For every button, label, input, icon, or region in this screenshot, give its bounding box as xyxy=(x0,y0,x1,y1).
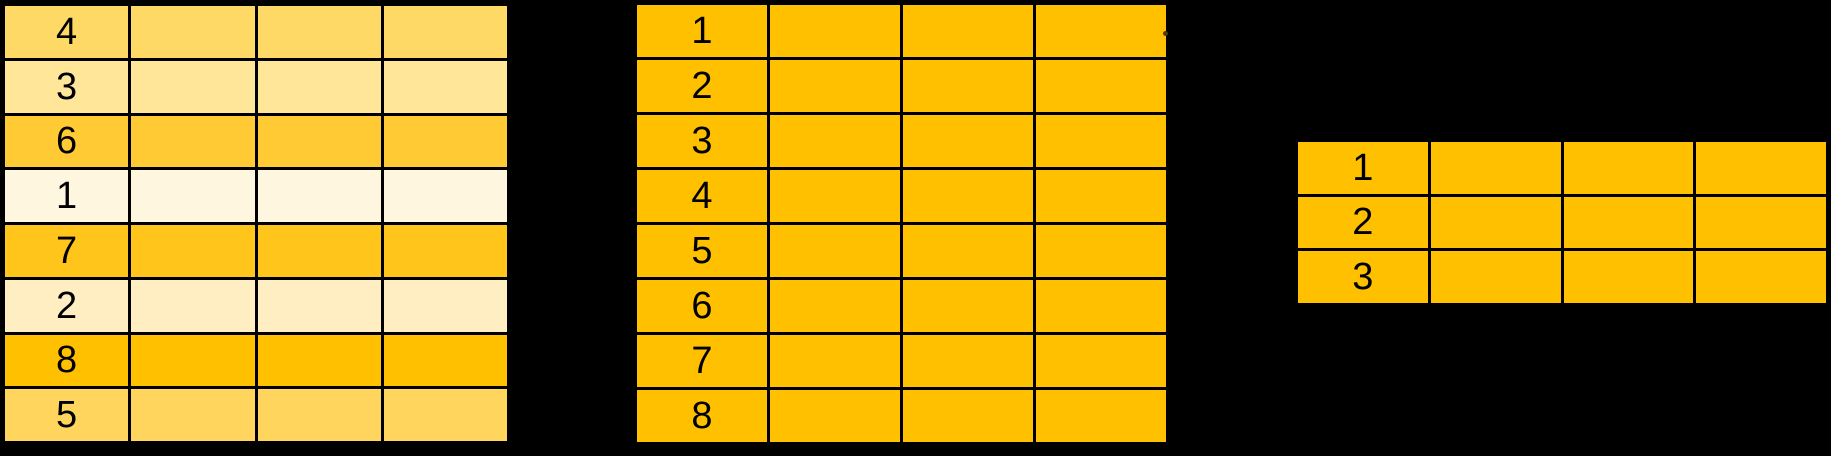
key-cell: 8 xyxy=(5,334,129,387)
empty-cell xyxy=(131,334,255,387)
empty-cell xyxy=(131,6,255,58)
small-sorted-keys-table: 1 2 3 xyxy=(1298,142,1826,303)
empty-cell xyxy=(1430,142,1561,194)
empty-cell xyxy=(770,390,900,442)
key-cell: 6 xyxy=(5,115,129,168)
empty-cell xyxy=(903,5,1033,57)
empty-cell xyxy=(1696,251,1826,303)
key-cell: 5 xyxy=(637,225,767,277)
empty-cell xyxy=(383,279,507,332)
key-cell: 1 xyxy=(1298,142,1428,194)
empty-cell xyxy=(257,334,381,387)
empty-cell xyxy=(1036,60,1166,112)
empty-cell xyxy=(903,170,1033,222)
empty-cell xyxy=(1036,225,1166,277)
empty-cell xyxy=(770,115,900,167)
empty-cell xyxy=(770,60,900,112)
empty-cell xyxy=(770,5,900,57)
empty-cell xyxy=(1036,335,1166,387)
empty-cell xyxy=(903,335,1033,387)
empty-cell xyxy=(257,225,381,277)
key-cell: 8 xyxy=(637,390,767,442)
empty-cell xyxy=(131,170,255,222)
empty-cell xyxy=(1036,280,1166,332)
empty-cell xyxy=(903,225,1033,277)
key-cell: 2 xyxy=(637,60,767,112)
empty-cell xyxy=(1430,251,1561,303)
key-cell: 2 xyxy=(1298,196,1428,249)
empty-cell xyxy=(903,390,1033,442)
empty-cell xyxy=(1036,170,1166,222)
empty-cell xyxy=(1036,390,1166,442)
empty-cell xyxy=(903,280,1033,332)
empty-cell xyxy=(257,389,381,441)
stray-mark-dot xyxy=(1163,31,1168,36)
empty-cell xyxy=(257,279,381,332)
empty-cell xyxy=(1430,196,1561,249)
empty-cell xyxy=(257,6,381,58)
empty-cell xyxy=(131,60,255,113)
empty-cell xyxy=(1563,142,1694,194)
key-cell: 7 xyxy=(5,225,129,277)
key-cell: 7 xyxy=(637,335,767,387)
empty-cell xyxy=(383,60,507,113)
key-cell: 1 xyxy=(5,170,129,222)
key-cell: 4 xyxy=(5,6,129,58)
empty-cell xyxy=(903,115,1033,167)
empty-cell xyxy=(383,334,507,387)
empty-cell xyxy=(770,335,900,387)
empty-cell xyxy=(131,389,255,441)
key-cell: 6 xyxy=(637,280,767,332)
key-cell: 3 xyxy=(5,60,129,113)
empty-cell xyxy=(1696,196,1826,249)
unsorted-keys-table: 4 3 6 1 7 2 8 5 xyxy=(5,6,507,441)
key-cell: 3 xyxy=(1298,251,1428,303)
key-cell: 4 xyxy=(637,170,767,222)
empty-cell xyxy=(383,170,507,222)
empty-cell xyxy=(383,6,507,58)
key-cell: 1 xyxy=(637,5,767,57)
sorted-keys-table: 1 2 3 4 5 6 7 8 xyxy=(637,5,1166,442)
empty-cell xyxy=(131,279,255,332)
empty-cell xyxy=(257,170,381,222)
key-cell: 3 xyxy=(637,115,767,167)
empty-cell xyxy=(257,115,381,168)
empty-cell xyxy=(131,115,255,168)
empty-cell xyxy=(1563,251,1694,303)
empty-cell xyxy=(1696,142,1826,194)
empty-cell xyxy=(770,170,900,222)
empty-cell xyxy=(903,60,1033,112)
key-cell: 2 xyxy=(5,279,129,332)
empty-cell xyxy=(770,225,900,277)
empty-cell xyxy=(1563,196,1694,249)
empty-cell xyxy=(1036,115,1166,167)
empty-cell xyxy=(383,389,507,441)
empty-cell xyxy=(257,60,381,113)
empty-cell xyxy=(383,115,507,168)
empty-cell xyxy=(131,225,255,277)
empty-cell xyxy=(1036,5,1166,57)
empty-cell xyxy=(770,280,900,332)
key-cell: 5 xyxy=(5,389,129,441)
empty-cell xyxy=(383,225,507,277)
